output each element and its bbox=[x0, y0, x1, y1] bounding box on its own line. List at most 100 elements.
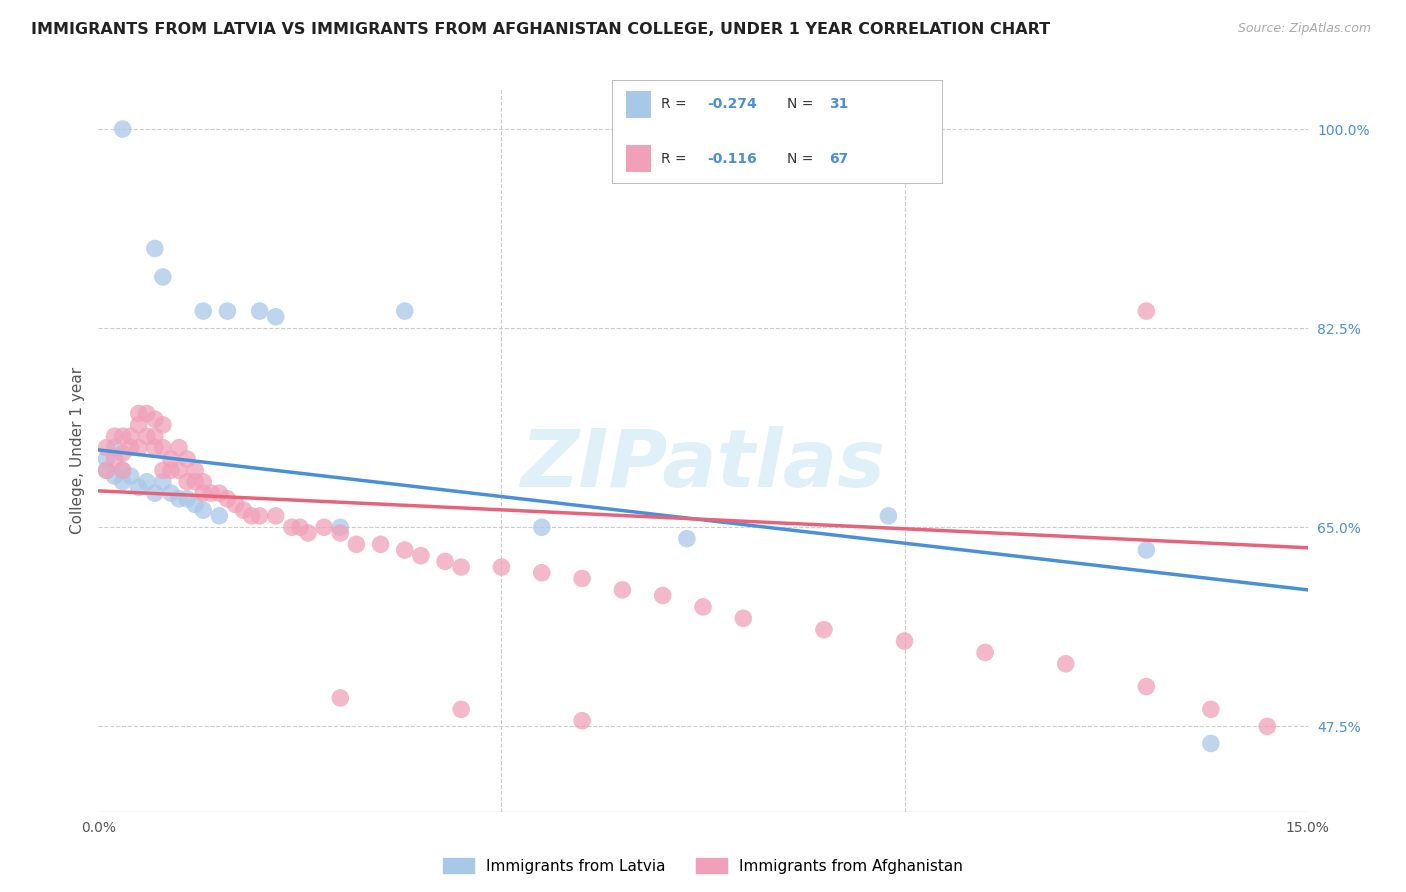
Point bbox=[200, 486, 222, 500]
Point bbox=[143, 429, 166, 443]
Point bbox=[193, 486, 215, 500]
Point bbox=[120, 429, 142, 443]
Point bbox=[530, 520, 553, 534]
Point bbox=[143, 441, 166, 455]
Point bbox=[240, 508, 263, 523]
Point bbox=[813, 623, 835, 637]
Point bbox=[160, 463, 183, 477]
Point bbox=[264, 310, 287, 324]
Point bbox=[450, 702, 472, 716]
Point bbox=[692, 599, 714, 614]
Point bbox=[160, 486, 183, 500]
Point bbox=[111, 475, 134, 489]
Text: IMMIGRANTS FROM LATVIA VS IMMIGRANTS FROM AFGHANISTAN COLLEGE, UNDER 1 YEAR CORR: IMMIGRANTS FROM LATVIA VS IMMIGRANTS FRO… bbox=[31, 22, 1050, 37]
Point bbox=[249, 304, 271, 318]
Point bbox=[249, 508, 271, 523]
Point bbox=[224, 498, 246, 512]
Point bbox=[232, 503, 254, 517]
Point bbox=[111, 463, 134, 477]
Point bbox=[120, 469, 142, 483]
Point bbox=[193, 475, 215, 489]
Text: N =: N = bbox=[787, 152, 818, 166]
Point bbox=[135, 475, 157, 489]
Point bbox=[394, 543, 416, 558]
Point bbox=[651, 589, 673, 603]
Point bbox=[96, 463, 118, 477]
Point bbox=[1199, 736, 1222, 750]
Point bbox=[103, 452, 125, 467]
Point bbox=[217, 491, 239, 506]
Point bbox=[264, 508, 287, 523]
Point bbox=[877, 508, 900, 523]
Point bbox=[281, 520, 304, 534]
Point bbox=[128, 441, 150, 455]
Text: ZIPatlas: ZIPatlas bbox=[520, 425, 886, 504]
Point bbox=[184, 498, 207, 512]
Point bbox=[571, 572, 593, 586]
Text: -0.274: -0.274 bbox=[707, 97, 756, 112]
Point bbox=[152, 417, 174, 432]
Point bbox=[152, 269, 174, 284]
Point bbox=[1199, 702, 1222, 716]
Point bbox=[103, 429, 125, 443]
Point bbox=[297, 525, 319, 540]
Text: -0.116: -0.116 bbox=[707, 152, 756, 166]
Point bbox=[733, 611, 755, 625]
Point bbox=[167, 491, 190, 506]
Text: R =: R = bbox=[661, 97, 690, 112]
Point bbox=[135, 407, 157, 421]
Point bbox=[96, 441, 118, 455]
Text: R =: R = bbox=[661, 152, 690, 166]
Point bbox=[314, 520, 336, 534]
Point bbox=[893, 634, 915, 648]
Point bbox=[217, 304, 239, 318]
Point bbox=[103, 469, 125, 483]
Point bbox=[152, 475, 174, 489]
Point bbox=[329, 520, 352, 534]
Point bbox=[176, 475, 198, 489]
Text: 67: 67 bbox=[830, 152, 849, 166]
Point bbox=[612, 582, 634, 597]
Point bbox=[152, 463, 174, 477]
Point bbox=[184, 475, 207, 489]
Point bbox=[184, 463, 207, 477]
Point bbox=[111, 446, 134, 460]
Point bbox=[434, 554, 457, 568]
Point bbox=[329, 690, 352, 705]
Point bbox=[167, 463, 190, 477]
Text: Source: ZipAtlas.com: Source: ZipAtlas.com bbox=[1237, 22, 1371, 36]
Point bbox=[103, 441, 125, 455]
Point bbox=[329, 525, 352, 540]
Point bbox=[450, 560, 472, 574]
Point bbox=[128, 407, 150, 421]
Point bbox=[370, 537, 392, 551]
Point bbox=[111, 463, 134, 477]
Point bbox=[96, 452, 118, 467]
Point bbox=[208, 486, 231, 500]
Point bbox=[409, 549, 432, 563]
Point bbox=[111, 122, 134, 136]
Point bbox=[143, 412, 166, 426]
Point bbox=[1256, 719, 1278, 733]
Point bbox=[1135, 680, 1157, 694]
Point bbox=[530, 566, 553, 580]
Point bbox=[208, 508, 231, 523]
Y-axis label: College, Under 1 year: College, Under 1 year bbox=[69, 367, 84, 534]
Point bbox=[176, 452, 198, 467]
Point bbox=[152, 441, 174, 455]
Point bbox=[491, 560, 513, 574]
Point bbox=[160, 452, 183, 467]
Point bbox=[128, 417, 150, 432]
Point bbox=[1135, 304, 1157, 318]
Text: N =: N = bbox=[787, 97, 818, 112]
Point bbox=[344, 537, 367, 551]
Point bbox=[193, 503, 215, 517]
Point bbox=[676, 532, 699, 546]
Point bbox=[96, 463, 118, 477]
Point bbox=[167, 441, 190, 455]
Point bbox=[143, 486, 166, 500]
Point bbox=[143, 242, 166, 256]
Point bbox=[974, 645, 997, 659]
Point bbox=[394, 304, 416, 318]
Point bbox=[120, 441, 142, 455]
